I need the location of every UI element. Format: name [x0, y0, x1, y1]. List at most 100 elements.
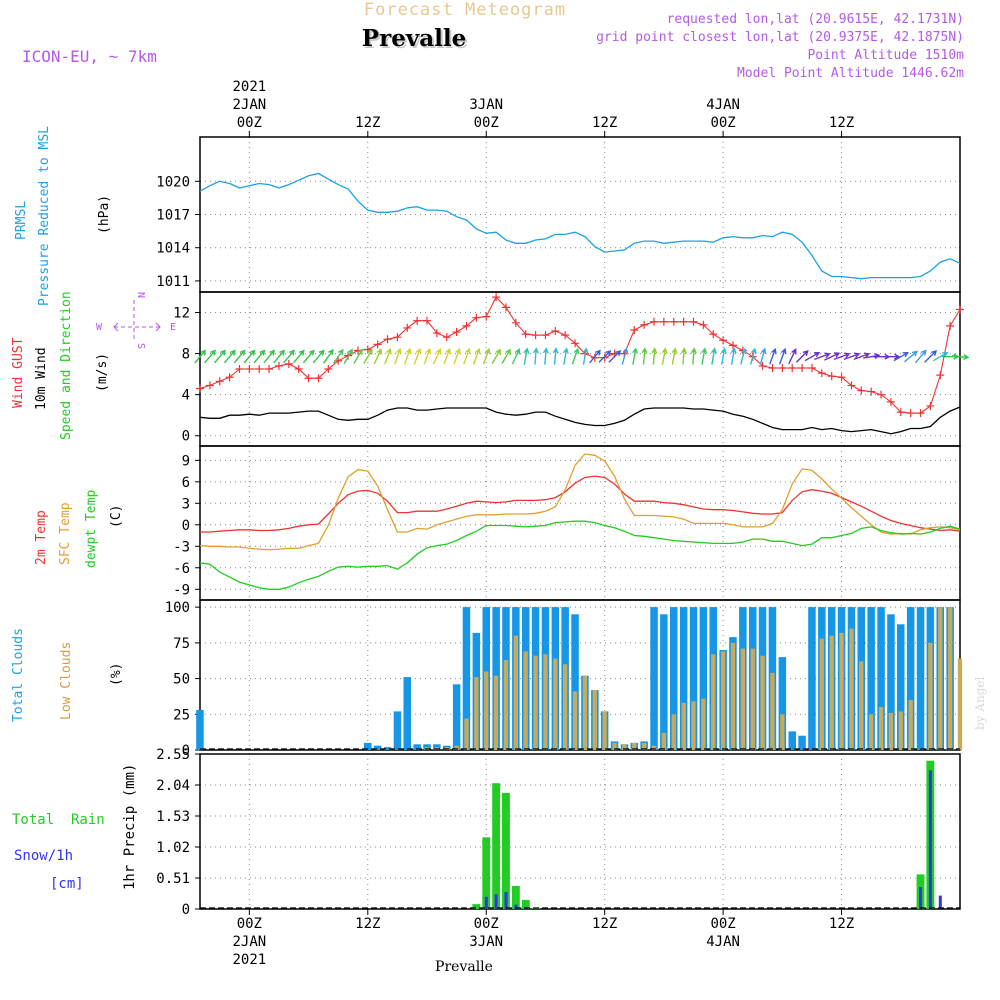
panel-4: 0 0.51 1.02 1.53 2.04 2.55	[156, 747, 961, 918]
y-tick-label: 8	[182, 347, 190, 363]
rain-bar	[482, 837, 491, 909]
snow-label: Snow/1h	[14, 848, 73, 864]
wind-arrow	[302, 349, 315, 364]
total-cloud-bar	[196, 710, 204, 750]
low-cloud-bar	[661, 732, 666, 750]
total-cloud-bar	[571, 614, 579, 750]
wind-arrow	[661, 347, 668, 365]
gust-marker	[196, 384, 204, 393]
gust-marker	[423, 316, 432, 325]
gust-marker	[492, 293, 501, 302]
point-altitude: Point Altitude 1510m	[807, 48, 964, 63]
y-tick-label: 100	[165, 600, 190, 616]
low-cloud-bar	[493, 675, 499, 750]
total-cloud-bar	[462, 607, 471, 750]
model-altitude: Model Point Altitude 1446.62m	[737, 66, 964, 81]
gust-marker	[324, 365, 333, 373]
low-cloud-bar	[651, 745, 657, 750]
clouds-unit: (%)	[109, 663, 124, 686]
bottom-day-label: 2JAN	[232, 934, 266, 950]
panel-2: -9 -6 -3 0 3 6 9	[173, 445, 961, 601]
compass-arrow-w	[113, 322, 119, 332]
gust-marker	[294, 365, 303, 373]
y-tick-label: 2.04	[156, 778, 190, 794]
wind-arrow	[463, 347, 471, 365]
gust-marker	[403, 323, 412, 332]
wind-arrow	[552, 347, 559, 365]
top-title: Forecast Meteogram	[364, 0, 566, 20]
wind-arrow	[778, 347, 787, 365]
panel-frame	[199, 445, 961, 601]
compass-n: N	[135, 292, 146, 298]
gust-marker	[284, 359, 293, 368]
bottom-day-label: 4JAN	[706, 934, 740, 950]
low-cloud-bar	[819, 638, 824, 750]
gust-marker	[561, 331, 570, 340]
total-cloud-bar	[906, 607, 915, 750]
low-cloud-bar	[839, 632, 844, 750]
total-cloud-bar	[778, 657, 787, 750]
wind-arrow	[824, 352, 841, 361]
low-cloud-bar	[632, 742, 637, 750]
wind-arrow	[882, 353, 901, 360]
low-cloud-bar	[622, 744, 627, 750]
wind-arrow	[214, 349, 226, 364]
panel-frame	[199, 599, 961, 751]
bottom-tick-label: 12Z	[592, 916, 617, 932]
wind-arrow	[589, 349, 601, 364]
bottom-tick-label: 00Z	[474, 916, 499, 932]
wind-arrow	[932, 351, 949, 362]
wind-arrow	[571, 347, 580, 365]
bottom-time-axis: 00Z 2JAN 2021 12Z 00Z 3JAN 12Z 00Z 4JAN 12Z	[232, 909, 854, 968]
rain-bar	[521, 899, 530, 909]
wind-arrow	[293, 349, 305, 364]
wind-arrow	[263, 349, 276, 364]
wind-arrow	[273, 349, 286, 364]
gust-marker	[817, 369, 826, 378]
wind-arrow	[621, 347, 629, 365]
wind-arrow	[491, 348, 501, 364]
y-tick-label: 9	[182, 453, 190, 469]
wind-arrow	[833, 352, 851, 361]
gust-marker	[659, 317, 668, 326]
wind-arrow	[951, 354, 970, 361]
low-cloud-bar	[740, 648, 745, 750]
y-tick-label: 6	[182, 475, 190, 491]
gust-marker	[630, 325, 639, 334]
snow-bar	[504, 892, 508, 909]
low-cloud-bar	[474, 677, 479, 750]
wind-gust-label: Wind GUST	[11, 337, 26, 408]
low-cloud-bar	[730, 642, 736, 750]
y-tick-label: 1011	[156, 274, 190, 290]
compass-s: S	[135, 343, 146, 349]
gust-marker	[215, 377, 224, 386]
compass-arrow-e	[155, 322, 161, 332]
top-day-label: 4JAN	[706, 97, 740, 113]
footer-location: Prevalle	[435, 959, 493, 975]
location-title-shadow: Prevalle	[364, 27, 468, 54]
wind-arrow	[403, 347, 412, 365]
y-tick-label: 4	[182, 388, 190, 404]
wind-arrow	[542, 347, 549, 365]
y-tick-label: 0.51	[156, 871, 190, 887]
wind-arrow	[443, 347, 451, 365]
wind-arrow	[924, 349, 938, 363]
gust-marker	[571, 339, 580, 348]
gust-marker	[946, 321, 955, 330]
compass-w: W	[96, 322, 103, 333]
wind-arrow	[283, 349, 295, 364]
y-tick-label: 12	[173, 306, 190, 322]
temp-unit: (C)	[109, 505, 124, 528]
gust-marker	[847, 381, 856, 390]
bottom-tick-label: 00Z	[237, 916, 262, 932]
gust-marker	[906, 409, 915, 418]
gust-marker	[452, 328, 461, 337]
low-cloud-bar	[760, 655, 765, 750]
wind-arrow	[769, 347, 777, 365]
gust-marker	[472, 313, 481, 322]
total-cloud-bar	[916, 607, 925, 750]
precip-labels: Total Rain Snow/1h [cm] 1hr Precip (mm)	[12, 764, 138, 892]
low-cloud-bar	[464, 718, 469, 750]
total-cloud-bar	[798, 735, 806, 750]
low-cloud-bar	[878, 707, 884, 750]
